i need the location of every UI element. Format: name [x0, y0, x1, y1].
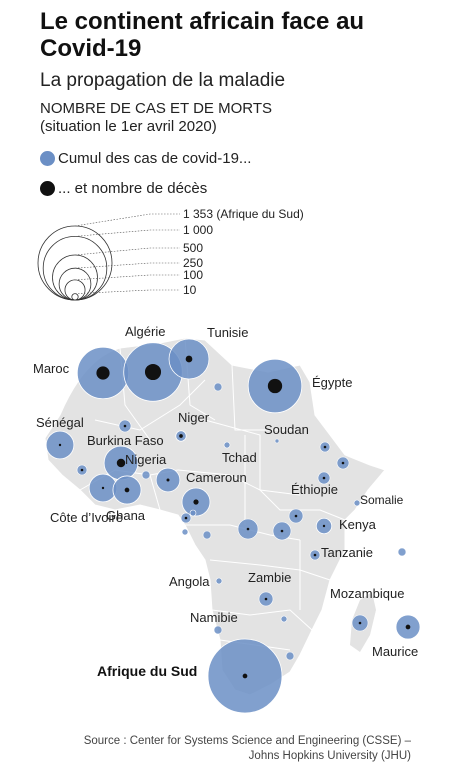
label-burkina-faso: Burkina Faso: [87, 433, 164, 448]
source-note: Source : Center for Systems Science and …: [84, 734, 411, 764]
cases-dot-icon: [40, 151, 55, 166]
scale-leader-0: [74, 213, 180, 227]
minor-bubble-20: [213, 625, 223, 635]
label-somalie: Somalie: [360, 493, 404, 507]
section-heading: NOMBRE DE CAS ET DE MORTS (situation le …: [40, 100, 272, 136]
scale-label-3: 250: [183, 256, 203, 270]
legend-deaths: ... et nombre de décès: [40, 180, 207, 197]
minor-bubble-3: [141, 470, 151, 480]
label-namibie: Namibie: [190, 610, 238, 625]
deaths-dot-4: [58, 443, 62, 447]
label-egypte: Égypte: [312, 375, 352, 390]
section-heading-line2: (situation le 1er avril 2020): [40, 118, 217, 135]
minor-death-dot-21: [358, 621, 362, 625]
map-labels: Maroc Algérie Tunisie Égypte Sénégal Bur…: [33, 324, 418, 679]
label-maroc: Maroc: [33, 361, 70, 376]
scale-label-4: 100: [183, 268, 203, 282]
label-cameroun: Cameroun: [186, 470, 247, 485]
deaths-dot-10: [193, 499, 199, 505]
label-zambie: Zambie: [248, 570, 291, 585]
deaths-dot-7: [166, 478, 170, 482]
minor-bubble-19: [280, 615, 288, 623]
scale-leader-1: [74, 229, 180, 237]
minor-death-dot-13: [184, 516, 188, 520]
deaths-dot-6: [179, 434, 183, 438]
case-bubbles: [45, 338, 421, 714]
minor-bubble-23: [189, 509, 197, 517]
africa-map: Maroc Algérie Tunisie Égypte Sénégal Bur…: [33, 324, 421, 714]
minor-death-dot-11: [280, 529, 284, 533]
label-maurice: Maurice: [372, 644, 418, 659]
deaths-dot-9: [124, 487, 130, 493]
page-title: Le continent africain face au Covid-19: [40, 8, 365, 62]
scale-leader-2: [74, 247, 180, 256]
scale-label-1: 1 000: [183, 223, 213, 237]
minor-death-dot-18: [264, 597, 268, 601]
label-nigeria: Nigeria: [125, 452, 167, 467]
minor-death-dot-2: [80, 468, 84, 472]
section-heading-line1: NOMBRE DE CAS ET DE MORTS: [40, 100, 272, 117]
minor-death-dot-6: [323, 445, 327, 449]
deaths-dot-0: [96, 366, 110, 380]
scale-leader-3: [74, 262, 180, 269]
deaths-dot-13: [242, 673, 248, 679]
scale-label-0: 1 353 (Afrique du Sud): [183, 207, 304, 221]
label-tunisie: Tunisie: [207, 325, 248, 340]
minor-bubble-24: [181, 528, 189, 536]
deaths-dot-icon: [40, 181, 55, 196]
minor-bubble-17: [215, 577, 223, 585]
label-mozambique: Mozambique: [330, 586, 404, 601]
deaths-dot-5: [116, 458, 126, 468]
minor-bubble-5: [223, 441, 231, 449]
minor-bubble-22: [285, 651, 295, 661]
minor-bubble-16: [397, 547, 407, 557]
scale-circle-3: [58, 267, 92, 301]
deaths-dot-12: [405, 624, 411, 630]
legend-cases-label: Cumul des cas de covid-19...: [58, 150, 252, 167]
minor-bubble-14: [202, 530, 212, 540]
label-algerie: Algérie: [125, 324, 165, 339]
legend-cases: Cumul des cas de covid-19...: [40, 150, 251, 167]
scale-label-2: 500: [183, 241, 203, 255]
scale-label-5: 10: [183, 283, 197, 297]
minor-death-dot-1: [123, 424, 127, 428]
label-ethiopie: Éthiopie: [291, 482, 338, 497]
minor-bubble-4: [274, 438, 280, 444]
scale-leader-4: [74, 274, 180, 281]
scale-circle-5: [71, 293, 79, 301]
label-soudan: Soudan: [264, 422, 309, 437]
label-niger: Niger: [178, 410, 210, 425]
label-tanzanie: Tanzanie: [321, 545, 373, 560]
deaths-dot-8: [101, 486, 105, 490]
minor-bubble-0: [213, 382, 223, 392]
deaths-dot-1: [144, 363, 162, 381]
minor-death-dot-12: [246, 527, 250, 531]
source-line2: Johns Hopkins University (JHU): [248, 750, 411, 762]
scale-circle-0: [37, 225, 113, 301]
label-ghana: Ghana: [106, 508, 146, 523]
label-angola: Angola: [169, 574, 210, 589]
minor-death-dot-8: [322, 476, 326, 480]
legend-deaths-label: ... et nombre de décès: [58, 180, 208, 197]
label-tchad: Tchad: [222, 450, 257, 465]
page-subtitle: La propagation de la maladie: [40, 70, 286, 91]
minor-death-dot-7: [341, 461, 345, 465]
deaths-dot-3: [267, 378, 283, 394]
scale-leader-5: [74, 289, 180, 294]
minor-bubble-9: [353, 499, 361, 507]
label-cote-divoire: Côte d’Ivoire: [50, 510, 123, 525]
label-afrique-du-sud: Afrique du Sud: [97, 663, 197, 679]
deaths-dot-2: [185, 355, 193, 363]
scale-circle-4: [64, 279, 86, 301]
label-senegal: Sénégal: [36, 415, 84, 430]
minor-death-dot-15: [313, 553, 317, 557]
source-line1: Source : Center for Systems Science and …: [83, 735, 411, 747]
minor-death-dot-10: [294, 514, 298, 518]
label-kenya: Kenya: [339, 517, 377, 532]
deaths-dot-11: [322, 524, 326, 528]
